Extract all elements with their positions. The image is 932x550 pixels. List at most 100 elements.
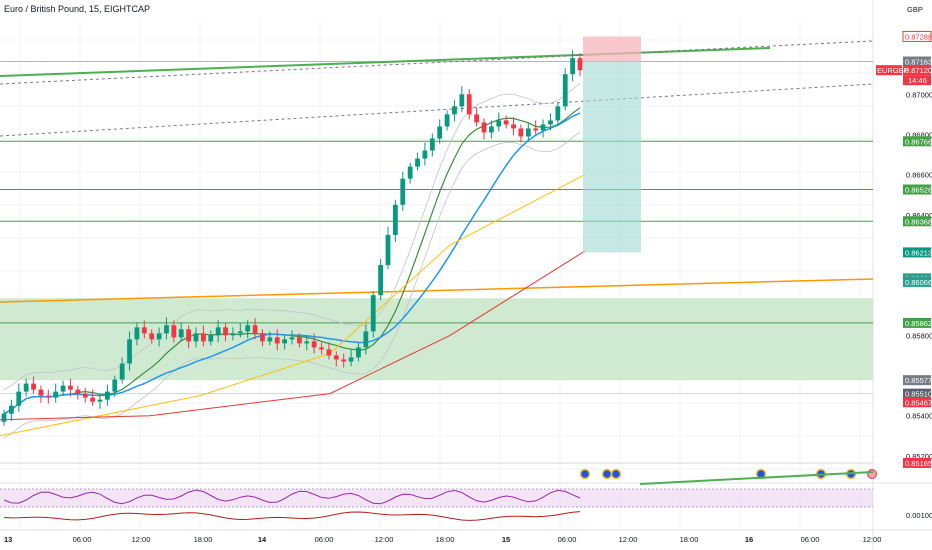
price-tag xyxy=(903,375,931,386)
orange-trendline xyxy=(0,278,874,303)
price-tag-label: 0.86526 xyxy=(905,186,932,195)
price-tag xyxy=(903,184,931,195)
price-tag-label: 0.86368 xyxy=(905,217,932,226)
candle-body xyxy=(525,128,531,137)
oscillator-pane xyxy=(3,511,581,521)
candle-body xyxy=(540,124,546,131)
indicator-tick-label: 0.00100 xyxy=(906,511,932,520)
candle-body xyxy=(82,393,88,398)
candle-body xyxy=(348,357,354,362)
candle-body xyxy=(178,329,184,338)
time-tick-label: 06:00 xyxy=(558,535,577,544)
candle-body xyxy=(429,138,435,151)
candle-body xyxy=(90,397,96,402)
price-axis[interactable]: 0.87000 0.86800 0.86600 0.86400 0.85800 0.854… xyxy=(906,90,932,520)
price-tag-label: 0.87163 xyxy=(905,58,932,67)
candle-body xyxy=(208,335,214,342)
trendlines xyxy=(0,40,874,303)
candle-body xyxy=(149,333,155,340)
candle-body xyxy=(141,327,147,334)
horizontal-levels xyxy=(0,61,873,464)
time-tick-label: 12:00 xyxy=(132,535,151,544)
time-axis[interactable]: 13 06:00 12:00 18:00 14 06:00 12:00 18:00 15 06:0… xyxy=(4,535,881,544)
candle-body xyxy=(274,337,280,344)
price-tick-label: 0.86400 xyxy=(906,211,932,220)
candle-body xyxy=(75,389,81,394)
candle-body xyxy=(444,114,450,127)
candle-body xyxy=(171,325,177,338)
price-tag xyxy=(903,388,931,399)
price-tag xyxy=(903,276,931,287)
demand-zone xyxy=(0,298,873,381)
price-tick-label: 0.85400 xyxy=(906,412,932,421)
indicator-trendline xyxy=(639,471,874,485)
candle-body xyxy=(311,341,317,348)
chart-title: Euro / British Pound, 15, EIGHTCAP xyxy=(4,4,150,14)
candle-body xyxy=(119,363,125,380)
upper-channel-line xyxy=(0,40,874,85)
candle-body xyxy=(127,339,132,364)
candle-body xyxy=(555,106,561,121)
candle-body xyxy=(97,399,103,402)
price-tag-label: 0.86066 xyxy=(905,278,932,287)
bollinger-bands xyxy=(3,83,581,439)
price-tick-label: 0.87000 xyxy=(906,90,932,99)
time-tick-label: 14 xyxy=(258,535,267,544)
event-markers[interactable] xyxy=(579,468,877,485)
candle-body xyxy=(252,325,258,334)
candle-body xyxy=(363,331,369,348)
time-tick-label: 15 xyxy=(502,535,510,544)
lower-band xyxy=(3,131,581,439)
candle-body xyxy=(496,120,502,127)
price-tag-label: 0.85577 xyxy=(905,376,932,385)
candle-body xyxy=(53,391,59,398)
symbol-tag-label: EURGBP xyxy=(877,66,909,75)
candle-body xyxy=(260,333,265,342)
candle-body xyxy=(319,347,324,350)
candle-body xyxy=(511,124,516,129)
time-tick-label: 12:00 xyxy=(863,535,882,544)
candle-body xyxy=(267,337,273,342)
candle-body xyxy=(296,337,302,344)
candle-body xyxy=(23,383,29,392)
candle-body xyxy=(237,331,243,334)
time-tick-label: 06:00 xyxy=(801,535,820,544)
short-position-tool[interactable] xyxy=(583,36,641,253)
price-tag-label: 0.85510 xyxy=(905,390,932,399)
price-tag-label: 0.85165 xyxy=(905,459,932,468)
candle-body xyxy=(304,341,310,344)
rsi-band xyxy=(0,489,873,507)
candle-body xyxy=(230,333,236,336)
candle-body xyxy=(459,94,465,107)
price-tag xyxy=(902,30,932,42)
price-tag-label: 0.86213 xyxy=(905,248,932,257)
price-tag xyxy=(903,56,931,67)
price-tick-label: 0.85800 xyxy=(906,331,932,340)
candle-body xyxy=(548,120,553,125)
time-tick-label: 12:00 xyxy=(619,535,638,544)
time-tick-label: 06:00 xyxy=(73,535,92,544)
candle-body xyxy=(356,347,361,358)
rsi-pane xyxy=(0,488,873,508)
candle-body xyxy=(134,327,140,340)
target-zone xyxy=(583,61,641,253)
candle-body xyxy=(570,58,576,75)
candle-body xyxy=(488,126,494,133)
lower-channel-line xyxy=(0,83,874,137)
time-tick-label: 18:00 xyxy=(680,535,699,544)
candle-body xyxy=(474,114,480,123)
candle-body xyxy=(378,265,384,296)
price-tag xyxy=(903,216,931,227)
symbol-tag xyxy=(876,65,902,76)
candle-body xyxy=(164,325,169,334)
price-tag-label: 0.86766 xyxy=(905,137,932,146)
time-tick-label: 06:00 xyxy=(315,535,334,544)
price-tag-label: 0.85862 xyxy=(905,319,932,328)
candle-body xyxy=(156,333,162,340)
candle-body xyxy=(186,329,192,342)
candle-body xyxy=(333,355,339,360)
countdown-tag xyxy=(903,75,931,86)
moving-averages xyxy=(0,107,586,437)
